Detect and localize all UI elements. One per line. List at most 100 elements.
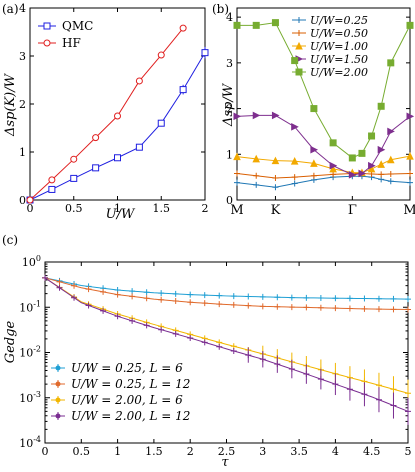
data-point bbox=[291, 180, 298, 187]
data-point bbox=[129, 293, 136, 300]
data-point bbox=[187, 299, 194, 306]
data-point bbox=[405, 296, 411, 303]
x-tick-label: 0.5 bbox=[65, 202, 83, 215]
data-point bbox=[56, 278, 63, 285]
y-tick-label: 4 bbox=[226, 11, 233, 24]
data-point bbox=[310, 145, 319, 154]
y-tick-exponent: 0 bbox=[36, 254, 41, 263]
data-point bbox=[259, 303, 266, 310]
data-point bbox=[42, 274, 48, 281]
legend-marker bbox=[296, 17, 302, 23]
legend-marker bbox=[55, 365, 61, 371]
data-point bbox=[332, 381, 339, 388]
data-point bbox=[291, 174, 298, 181]
data-point bbox=[26, 196, 34, 204]
data-point bbox=[216, 343, 223, 350]
data-point bbox=[291, 123, 299, 131]
data-point bbox=[358, 169, 367, 178]
data-point bbox=[317, 376, 324, 383]
data-point bbox=[290, 157, 299, 165]
panel-a-letter: (a) bbox=[2, 2, 19, 16]
panel-c-plot: 0 0.5 1 1.5 2 2.5 3 3.5 4 4.5 5 10-4 10-3 10-2 10-1 100… bbox=[19, 254, 411, 458]
x-tick-label: 1 bbox=[114, 445, 121, 458]
data-point bbox=[390, 402, 397, 409]
y-tick-label: 0 bbox=[226, 194, 233, 207]
x-tick-label: 1 bbox=[114, 202, 121, 215]
legend-label: U/W = 2.00, L = 6 bbox=[71, 393, 183, 407]
data-point bbox=[230, 347, 237, 354]
data-point bbox=[234, 179, 240, 186]
data-point bbox=[179, 24, 187, 32]
x-tick-label: 2.5 bbox=[218, 445, 236, 458]
y-tick-exponent: -2 bbox=[33, 345, 41, 354]
data-point bbox=[377, 102, 385, 110]
series-line bbox=[29, 52, 206, 201]
data-point bbox=[375, 396, 382, 403]
data-point bbox=[71, 282, 78, 289]
data-point bbox=[271, 19, 279, 27]
legend-marker bbox=[295, 41, 303, 50]
data-point bbox=[234, 170, 240, 177]
data-point bbox=[375, 295, 382, 302]
data-point bbox=[253, 181, 260, 188]
legend-label: QMC bbox=[62, 19, 93, 33]
legend-label: U/W = 0.25, L = 6 bbox=[71, 361, 183, 375]
panel-c-ylabel: Gedge bbox=[3, 320, 18, 363]
x-tick-label: K bbox=[271, 203, 281, 218]
panel-a: (a) Δsp(K)/W U/W 0 0.5 1 1.5 2 0 1 2 3 4 QMC HF bbox=[2, 2, 209, 222]
panel-a-xlabel: U/W bbox=[106, 207, 136, 222]
legend-label: U/W=0.50 bbox=[310, 27, 368, 40]
panel-a-ylabel: Δsp(K)/W bbox=[3, 72, 18, 137]
data-point bbox=[135, 77, 143, 85]
series-line bbox=[29, 27, 184, 201]
legend-label: U/W=0.25 bbox=[310, 14, 368, 27]
x-tick-label: 4.5 bbox=[363, 445, 381, 458]
data-point bbox=[201, 339, 208, 346]
x-tick-label: M bbox=[230, 203, 243, 218]
data-point bbox=[377, 160, 385, 168]
y-tick-label: 0 bbox=[19, 194, 26, 207]
data-point bbox=[143, 322, 150, 329]
data-point bbox=[387, 170, 394, 177]
data-point bbox=[48, 185, 56, 193]
data-point bbox=[378, 171, 385, 178]
y-tick-exponent: -3 bbox=[33, 390, 41, 399]
data-point bbox=[390, 386, 397, 393]
x-tick-label: M bbox=[403, 203, 415, 218]
panel-a-frame bbox=[29, 7, 206, 201]
legend-label: U/W = 0.25, L = 12 bbox=[71, 377, 190, 391]
legend-marker bbox=[55, 397, 61, 403]
series-line bbox=[44, 277, 409, 300]
data-point bbox=[387, 178, 394, 185]
data-point bbox=[114, 313, 121, 320]
data-point bbox=[187, 291, 194, 298]
series-line bbox=[44, 277, 409, 412]
y-tick-exponent: -4 bbox=[33, 435, 41, 444]
data-point bbox=[158, 296, 165, 303]
x-tick-label: 0 bbox=[27, 202, 34, 215]
x-tick-label: 3 bbox=[259, 445, 266, 458]
data-point bbox=[317, 304, 324, 311]
legend-label: U/W=1.00 bbox=[310, 40, 368, 53]
data-point bbox=[387, 59, 395, 67]
legend-marker bbox=[296, 30, 302, 36]
series-line bbox=[236, 175, 411, 188]
data-point bbox=[233, 21, 241, 29]
y-tick-label: 100 bbox=[22, 254, 41, 269]
data-point bbox=[272, 175, 279, 182]
data-point bbox=[271, 111, 280, 120]
x-tick-label: 1.5 bbox=[153, 202, 171, 215]
data-point bbox=[405, 390, 411, 397]
panel-b-frame bbox=[236, 7, 411, 201]
data-point bbox=[329, 139, 337, 147]
data-point bbox=[201, 292, 208, 299]
y-tick-label: 1 bbox=[226, 148, 233, 161]
data-point bbox=[368, 161, 376, 170]
data-point bbox=[310, 172, 317, 179]
data-point bbox=[274, 294, 281, 301]
data-point bbox=[375, 306, 382, 313]
data-point bbox=[253, 172, 260, 179]
legend-label: HF bbox=[62, 36, 81, 50]
data-point bbox=[378, 176, 385, 183]
